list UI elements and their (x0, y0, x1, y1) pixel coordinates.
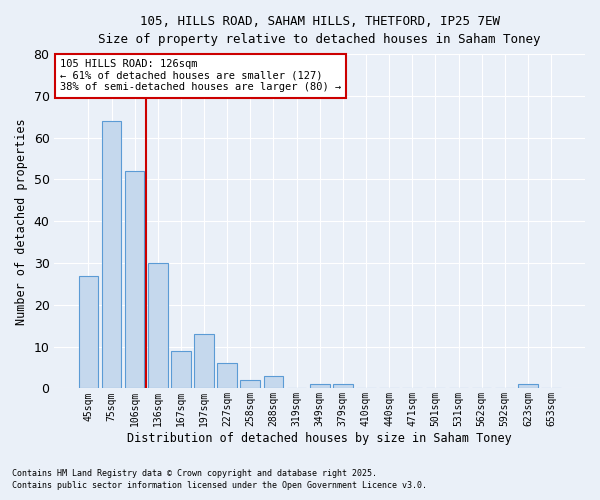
Bar (518, 384, 538, 388)
Bar (125, 171, 145, 388)
Bar (148, 263, 167, 388)
Bar (194, 334, 214, 388)
Text: 105 HILLS ROAD: 126sqm
← 61% of detached houses are smaller (127)
38% of semi-de: 105 HILLS ROAD: 126sqm ← 61% of detached… (60, 59, 341, 92)
Bar (101, 121, 121, 388)
Bar (263, 376, 283, 388)
Bar (310, 384, 329, 388)
Bar (217, 364, 237, 388)
Bar (171, 351, 191, 389)
Y-axis label: Number of detached properties: Number of detached properties (15, 118, 28, 324)
X-axis label: Distribution of detached houses by size in Saham Toney: Distribution of detached houses by size … (127, 432, 512, 445)
Bar (241, 380, 260, 388)
Bar (79, 276, 98, 388)
Bar (333, 384, 353, 388)
Text: Contains HM Land Registry data © Crown copyright and database right 2025.
Contai: Contains HM Land Registry data © Crown c… (12, 468, 427, 490)
Title: 105, HILLS ROAD, SAHAM HILLS, THETFORD, IP25 7EW
Size of property relative to de: 105, HILLS ROAD, SAHAM HILLS, THETFORD, … (98, 15, 541, 46)
